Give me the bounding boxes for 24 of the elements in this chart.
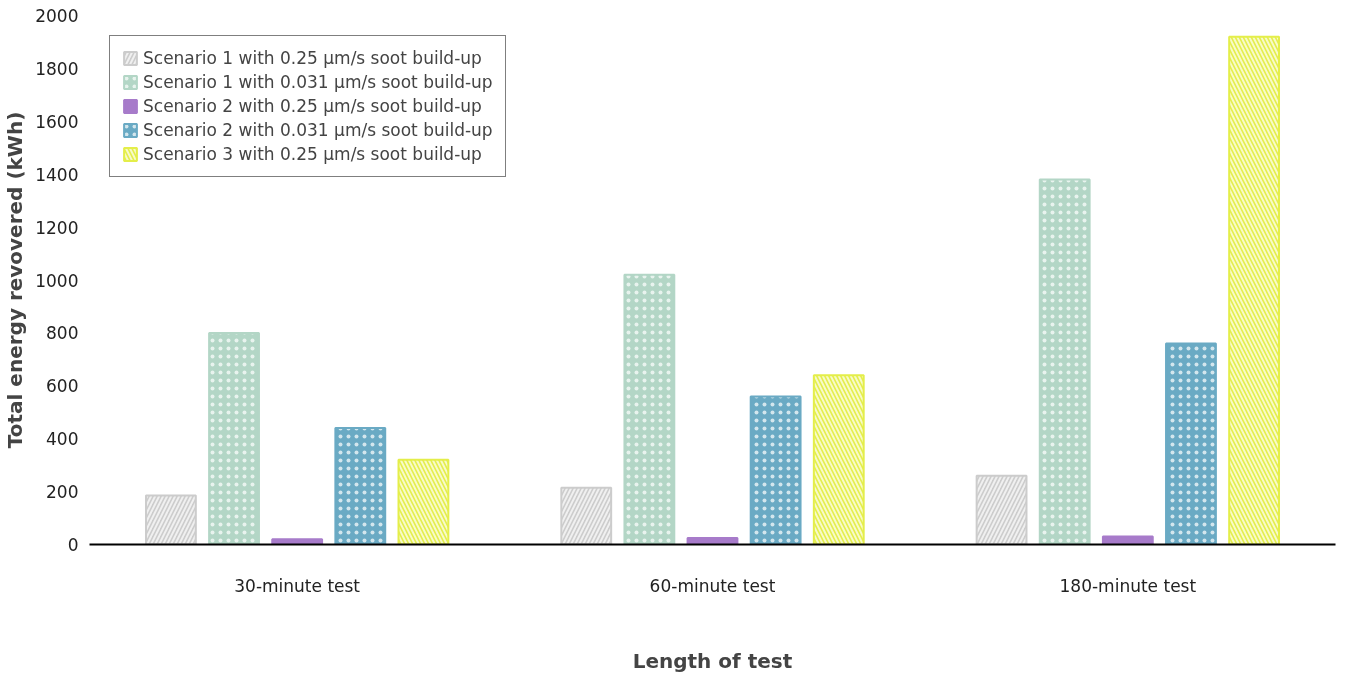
x-axis-title: Length of test (632, 648, 793, 673)
y-tick-label: 400 (46, 429, 79, 450)
legend-label: Scenario 3 with 0.25 µm/s soot build-up (143, 144, 482, 164)
y-tick-label: 800 (46, 323, 79, 344)
bar (686, 536, 739, 545)
legend-label: Scenario 1 with 0.031 µm/s soot build-up (143, 72, 493, 92)
y-tick-label: 200 (46, 482, 79, 503)
x-tick-label: 30-minute test (234, 575, 361, 596)
y-tick-label: 0 (67, 535, 79, 555)
y-tick-label: 1600 (35, 111, 79, 132)
legend-label: Scenario 2 with 0.25 µm/s soot build-up (143, 96, 482, 116)
y-tick-label: 1200 (35, 217, 79, 238)
y-tick-label: 2000 (35, 6, 79, 26)
y-tick-label: 600 (46, 376, 79, 397)
legend-label: Scenario 2 with 0.031 µm/s soot build-up (143, 120, 493, 140)
y-tick-label: 1800 (35, 58, 79, 79)
bar (1101, 535, 1154, 545)
bar (271, 538, 324, 545)
x-tick-label: 180-minute test (1059, 575, 1197, 596)
y-tick-label: 1000 (35, 270, 79, 291)
y-tick-label: 1400 (35, 164, 79, 185)
legend-label: Scenario 1 with 0.25 µm/s soot build-up (143, 48, 482, 68)
y-axis-title: Total energy revovered (kWh) (3, 111, 28, 449)
x-tick-label: 60-minute test (649, 575, 776, 596)
